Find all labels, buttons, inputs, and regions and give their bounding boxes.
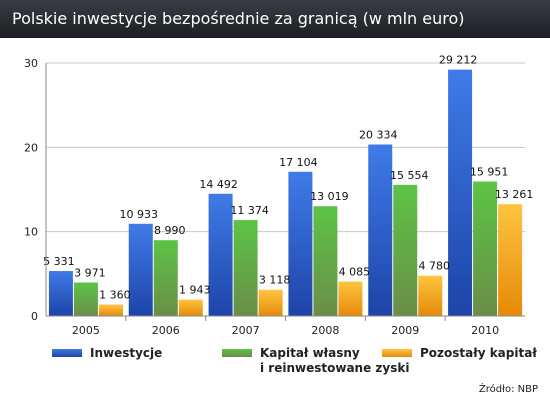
bar-inwestycje (208, 193, 233, 316)
x-tick-label: 2006 (152, 324, 180, 337)
bar-kapital-wlasny (393, 184, 418, 316)
x-tick-label: 2010 (471, 324, 499, 337)
bar-pozostaly-kapital (418, 275, 443, 316)
data-label: 17 104 (279, 156, 318, 169)
data-label: 29 212 (439, 54, 478, 67)
bar-inwestycje (368, 144, 393, 316)
legend-swatch (222, 349, 252, 357)
legend-swatch (382, 349, 412, 357)
data-label: 4 085 (339, 266, 371, 279)
chart-title: Polskie inwestycje bezpośrednie za grani… (0, 0, 550, 38)
legend-swatch (52, 349, 82, 357)
bars (48, 69, 523, 316)
legend-label: Pozostały kapitał (420, 346, 537, 360)
x-tick-label: 2009 (391, 324, 419, 337)
data-label: 10 933 (120, 208, 159, 221)
data-label: 1 943 (179, 284, 211, 297)
y-tick-label: 20 (24, 141, 38, 154)
data-label: 15 951 (470, 165, 509, 178)
legend-label: Kapitał własny (260, 346, 360, 360)
axes: 0 10 20 30 2005 2006 2007 2008 2009 2010 (24, 57, 525, 337)
data-label: 1 360 (99, 289, 131, 302)
legend-label: Inwestycje (90, 346, 162, 360)
bar-kapital-wlasny (73, 282, 98, 316)
data-label: 5 331 (43, 255, 75, 268)
source-note: Źródło: NBP (479, 382, 538, 395)
legend-label: i reinwestowane zyski (260, 361, 409, 375)
legend-item: Inwestycje (52, 346, 162, 360)
bar-kapital-wlasny (313, 206, 338, 316)
x-tick-label: 2007 (232, 324, 260, 337)
data-label: 20 334 (359, 129, 398, 142)
bar-pozostaly-kapital (178, 299, 203, 316)
y-tick-label: 0 (31, 310, 38, 323)
x-tick-label: 2008 (311, 324, 339, 337)
data-label: 3 971 (74, 267, 106, 280)
bar-kapital-wlasny (473, 181, 498, 316)
bar-pozostaly-kapital (338, 281, 363, 316)
y-tick-label: 30 (24, 57, 38, 70)
data-label: 11 374 (230, 204, 269, 217)
bar-inwestycje (288, 171, 313, 316)
gridlines (46, 62, 525, 233)
legend-item: Pozostały kapitał (382, 346, 537, 360)
bar-inwestycje (48, 271, 73, 316)
bar-pozostaly-kapital (98, 304, 123, 316)
data-label: 8 990 (154, 224, 186, 237)
data-label: 14 492 (199, 178, 238, 191)
data-label: 13 019 (310, 190, 349, 203)
y-tick-label: 10 (24, 226, 38, 239)
data-label: 4 780 (419, 260, 451, 273)
data-label: 13 261 (495, 188, 534, 201)
bar-inwestycje (128, 223, 153, 316)
data-label: 3 118 (259, 274, 291, 287)
bar-pozostaly-kapital (258, 289, 283, 316)
bar-kapital-wlasny (153, 240, 178, 316)
bar-kapital-wlasny (233, 220, 258, 316)
bar-inwestycje (448, 69, 473, 316)
x-tick-label: 2005 (72, 324, 100, 337)
bar-pozostaly-kapital (498, 204, 523, 316)
data-label: 15 554 (390, 169, 429, 182)
